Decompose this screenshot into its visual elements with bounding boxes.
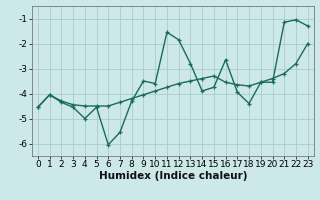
X-axis label: Humidex (Indice chaleur): Humidex (Indice chaleur) bbox=[99, 171, 247, 181]
